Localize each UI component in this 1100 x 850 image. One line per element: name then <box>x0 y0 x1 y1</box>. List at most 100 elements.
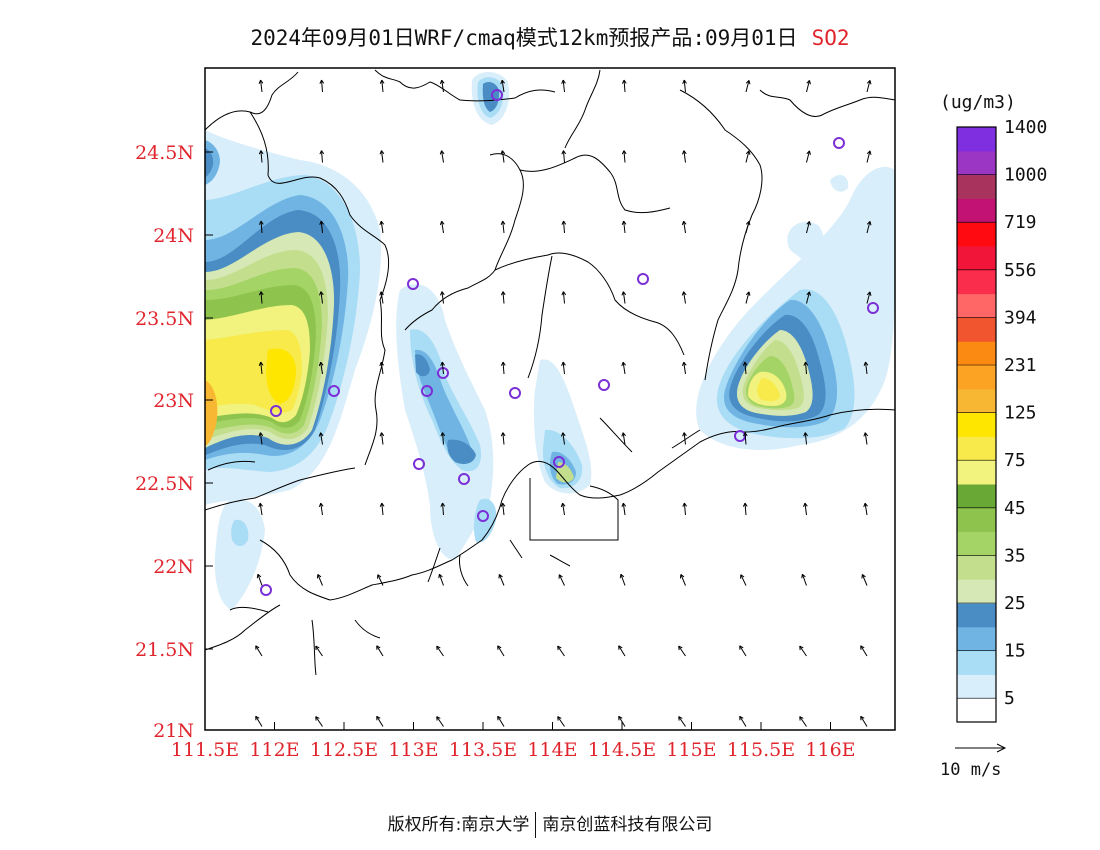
wind-arrow <box>316 574 323 586</box>
wind-arrow <box>861 574 868 586</box>
wind-arrow <box>258 291 264 304</box>
wind-arrow <box>440 291 445 304</box>
colorbar-label: 1400 <box>1004 117 1047 138</box>
colorbar-label: 719 <box>1004 212 1037 233</box>
copyright-text: 版权所有:南京大学 <box>387 815 530 835</box>
station-marker <box>509 387 521 399</box>
monitoring-stations <box>260 89 879 596</box>
wind-arrow <box>740 574 747 586</box>
wind-arrow <box>319 220 324 234</box>
wind-arrow <box>682 432 687 445</box>
colorbar-swatch <box>957 460 996 485</box>
wind-arrow <box>803 502 808 516</box>
wind-arrow <box>866 291 872 304</box>
wind-arrow <box>745 221 751 234</box>
station-marker <box>833 137 845 149</box>
wind-arrow <box>681 361 687 375</box>
wind-arrow <box>377 574 384 586</box>
footer-divider <box>535 812 537 838</box>
wind-arrow <box>803 432 808 445</box>
colorbar-label: 125 <box>1004 403 1037 424</box>
colorbar-swatch <box>957 293 996 318</box>
wind-arrow <box>618 645 626 657</box>
wind-arrow <box>560 502 566 516</box>
colorbar-swatch <box>957 150 996 176</box>
lat-tick-label: 22N <box>153 556 194 578</box>
wind-arrow <box>561 220 567 234</box>
wind-arrow <box>681 291 687 304</box>
species-label: SO2 <box>811 26 850 50</box>
lat-tick-label: 24N <box>153 225 194 247</box>
wind-arrow <box>319 79 325 93</box>
wind-arrow <box>742 502 748 516</box>
wind-arrow <box>558 574 565 586</box>
wind-arrow <box>379 79 385 93</box>
wind-vectors <box>255 79 872 727</box>
colorbar-swatch <box>957 436 996 461</box>
wind-arrow <box>379 291 384 304</box>
wind-arrow <box>500 502 506 516</box>
wind-arrow <box>806 150 811 163</box>
station-marker <box>458 473 470 485</box>
wind-arrow <box>500 291 506 304</box>
colorbar-swatch <box>957 341 996 366</box>
map-title: 2024年09月01日WRF/cmaq模式12km预报产品:09月01日 SO2 <box>0 22 1100 52</box>
colorbar-label: 231 <box>1004 355 1037 376</box>
colorbar-label: 5 <box>1004 688 1015 709</box>
wind-arrow <box>319 291 324 304</box>
wind-arrow <box>379 502 385 516</box>
colorbar-unit: (ug/m3) <box>940 92 1016 113</box>
wind-arrow <box>679 574 686 586</box>
station-marker <box>407 278 419 290</box>
wind-arrow <box>258 432 264 445</box>
station-marker <box>867 302 879 314</box>
wind-arrow <box>619 573 626 586</box>
wind-arrow <box>860 715 868 727</box>
colorbar-swatch <box>957 626 996 652</box>
wind-arrow <box>621 502 627 516</box>
wind-arrow <box>436 645 444 657</box>
wind-arrow <box>682 502 688 516</box>
colorbar-swatch <box>957 650 996 675</box>
station-marker <box>598 379 610 391</box>
lat-tick-label: 22.5N <box>135 473 194 495</box>
lat-tick-label: 24.5N <box>135 142 194 164</box>
colorbar-swatch <box>957 317 996 342</box>
station-marker <box>413 458 425 470</box>
station-marker <box>270 405 282 417</box>
longitude-axis: 111.5E 112E 112.5E 113E 113.5E 114E 114.5E 115E… <box>171 722 856 761</box>
wind-arrow <box>379 361 385 375</box>
boundary-lines <box>205 69 895 676</box>
wind-arrow <box>498 574 505 586</box>
wind-arrow <box>255 715 263 727</box>
wind-arrow <box>376 715 384 727</box>
wind-arrow <box>618 715 626 727</box>
wind-arrow <box>561 150 567 163</box>
wind-arrow <box>799 645 807 657</box>
colorbar-label: 394 <box>1004 307 1037 328</box>
lat-tick-label: 21.5N <box>135 639 194 661</box>
colorbar-swatch <box>957 246 996 271</box>
wind-arrow <box>745 150 751 163</box>
colorbar-swatch <box>957 579 996 604</box>
wind-arrow <box>678 716 686 727</box>
station-marker <box>553 456 565 468</box>
wind-arrow <box>497 645 505 657</box>
wind-arrow <box>318 432 324 445</box>
wind-arrow <box>560 432 566 445</box>
colorbar-swatch <box>957 222 996 247</box>
wind-arrow <box>682 79 687 93</box>
wind-arrow <box>439 150 445 163</box>
wind-arrow <box>256 573 263 586</box>
wind-arrow <box>258 150 264 163</box>
wind-arrow <box>621 79 627 93</box>
wind-arrow <box>678 645 686 657</box>
latitude-axis: 24.5N 24N 23.5N 23N 22.5N 22N 21.5N 21N <box>135 142 213 742</box>
colorbar-label: 556 <box>1004 260 1037 281</box>
wind-arrow <box>255 645 263 657</box>
wind-arrow <box>863 432 869 445</box>
wind-arrow <box>561 361 566 375</box>
colorbar-swatch <box>957 269 996 295</box>
wind-arrow <box>440 432 446 445</box>
colorbar-swatch <box>957 412 996 437</box>
